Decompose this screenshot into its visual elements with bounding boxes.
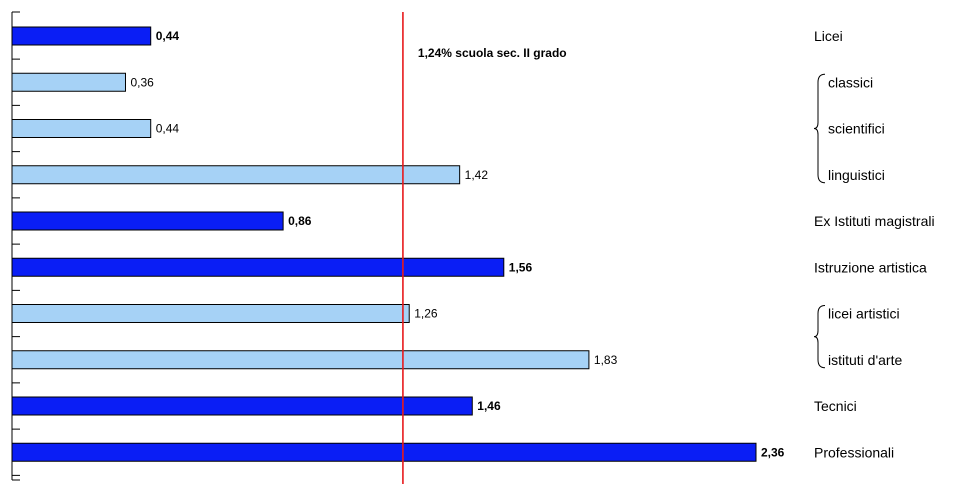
category-label-5: Istruzione artistica (814, 259, 927, 275)
bar-5 (11, 257, 505, 277)
category-label-1: classici (828, 74, 873, 90)
brace-istruzione-artistica (813, 305, 826, 369)
bar-0 (11, 26, 152, 46)
brace-licei (813, 73, 826, 184)
value-label-6: 1,26 (414, 307, 438, 321)
value-label-1: 0,36 (130, 75, 154, 89)
category-label-6: licei artistici (828, 306, 900, 322)
category-label-4: Ex Istituti magistrali (814, 213, 935, 229)
category-label-9: Professionali (814, 444, 894, 460)
value-label-0: 0,44 (156, 29, 180, 43)
value-labels: 0,44 0,36 0,44 1,42 0,86 1,56 1,26 1,83 1,46 2,36 (130, 29, 784, 459)
value-label-8: 1,46 (477, 399, 501, 413)
bar-7 (11, 350, 590, 370)
y-axis-ticks (12, 11, 20, 481)
value-label-5: 1,56 (509, 260, 533, 274)
bar-4 (11, 211, 284, 231)
value-label-7: 1,83 (594, 353, 618, 367)
category-label-2: scientifici (828, 121, 885, 137)
bar-3 (11, 165, 461, 185)
value-label-4: 0,86 (288, 214, 312, 228)
category-label-0: Licei (814, 28, 843, 44)
value-label-9: 2,36 (761, 445, 785, 459)
category-label-7: istituti d'arte (828, 352, 902, 368)
bar-1 (11, 72, 126, 92)
bar-2 (11, 119, 152, 138)
bar-6 (11, 304, 410, 323)
value-label-3: 1,42 (465, 168, 489, 182)
group-braces (813, 73, 826, 369)
reference-line-label: 1,24% scuola sec. II grado (418, 46, 567, 60)
bar-9 (11, 442, 757, 462)
category-label-3: linguistici (828, 167, 885, 183)
bar-8 (11, 396, 473, 416)
category-label-8: Tecnici (814, 398, 857, 414)
value-label-2: 0,44 (156, 122, 180, 136)
category-labels: Licei classici scientifici linguistici Ex Is… (814, 28, 935, 460)
bars (11, 26, 757, 462)
